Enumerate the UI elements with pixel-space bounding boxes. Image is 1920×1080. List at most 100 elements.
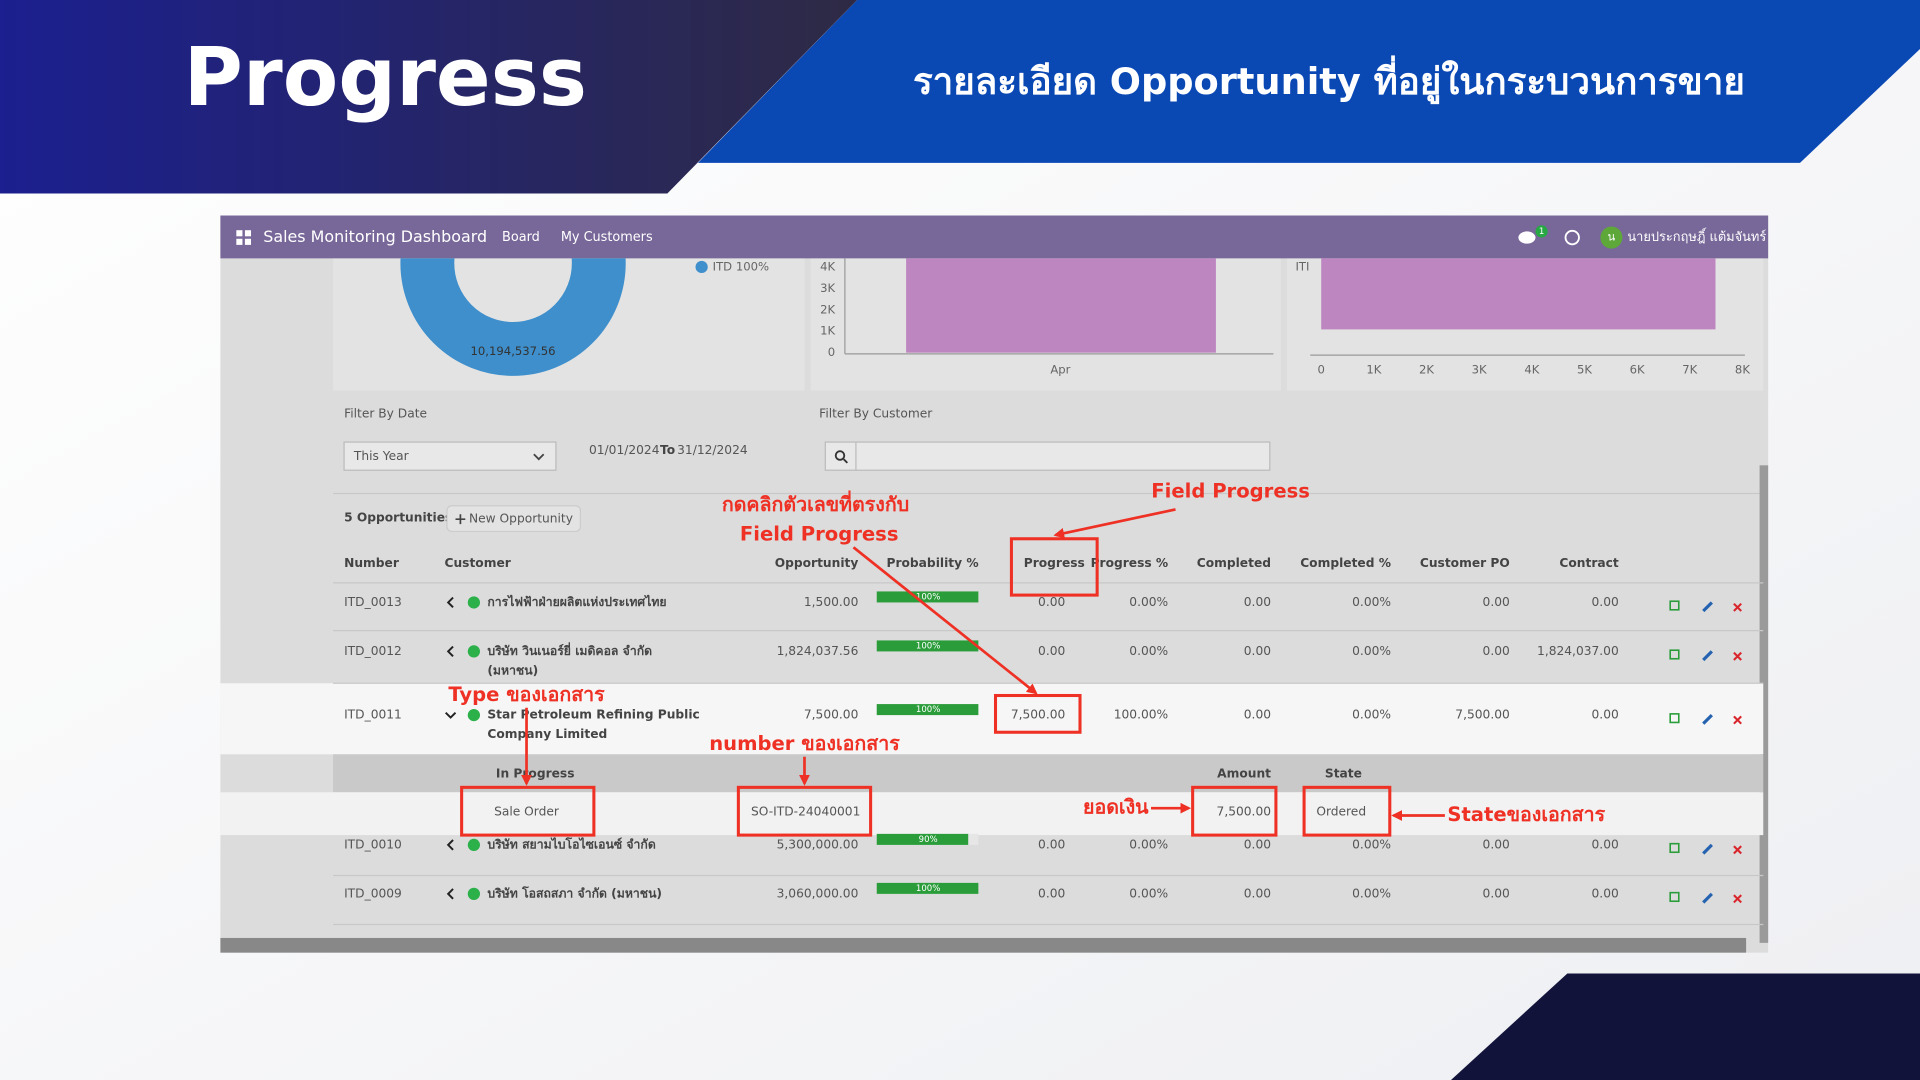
brand[interactable]: Sales Monitoring Dashboard bbox=[263, 227, 487, 246]
row-number: ITD_0009 bbox=[344, 886, 402, 900]
cell: 1,824,037.56 bbox=[777, 644, 859, 658]
status-dot bbox=[467, 596, 480, 609]
cell: 0.00 bbox=[1038, 837, 1065, 851]
cell: 0.00% bbox=[1129, 837, 1168, 851]
avatar-letter: น bbox=[1608, 231, 1616, 244]
copy-icon[interactable] bbox=[1669, 649, 1680, 660]
annotation: Type ของเอกสาร bbox=[448, 683, 605, 706]
navbar bbox=[220, 215, 1769, 259]
corner-shape bbox=[1451, 973, 1920, 1080]
doc-amount: 7,500.00 bbox=[1217, 804, 1271, 818]
edit-icon[interactable] bbox=[1702, 650, 1713, 662]
filter-label: Filter By Customer bbox=[819, 406, 933, 420]
customer-name: บริษัท โอสถสภา จำกัด (มหาชน) bbox=[487, 885, 662, 900]
status-dot bbox=[467, 645, 480, 658]
nav-link[interactable]: My Customers bbox=[561, 230, 653, 245]
date-select[interactable] bbox=[343, 441, 557, 471]
badge-count: 1 bbox=[1539, 227, 1544, 237]
date-to: 31/12/2024 bbox=[677, 443, 748, 457]
annotations: Field Progress กดคลิกตัวเลขที่ตรงกับ Fie… bbox=[448, 480, 1606, 837]
expand-chevron bbox=[446, 839, 454, 851]
cell: 100.00% bbox=[1114, 708, 1168, 722]
column-header: Contract bbox=[1559, 556, 1618, 570]
x-tick-label: Apr bbox=[1050, 362, 1070, 376]
row-number: ITD_0011 bbox=[344, 708, 402, 722]
customer-name: การไฟฟ้าฝ่ายผลิตแห่งประเทศไทย bbox=[487, 594, 666, 609]
cell: 7,500.00 bbox=[1011, 708, 1065, 722]
probability-label: 100% bbox=[916, 592, 940, 602]
cell: 0.00% bbox=[1352, 644, 1391, 658]
v-scrollbar[interactable] bbox=[1759, 465, 1769, 943]
delete-icon[interactable] bbox=[1733, 845, 1742, 855]
slide-subtitle: รายละเอียด Opportunity ที่อยู่ในกระบวนกา… bbox=[913, 55, 1745, 105]
cell: 0.00 bbox=[1244, 708, 1271, 722]
chevron bbox=[533, 453, 545, 461]
expand-chevron bbox=[445, 711, 457, 719]
highlight-box bbox=[736, 785, 873, 837]
column-header: Customer PO bbox=[1420, 556, 1510, 570]
cell: 0.00% bbox=[1129, 644, 1168, 658]
edit-icon[interactable] bbox=[1702, 843, 1713, 855]
x-tick-label: 0 bbox=[1318, 362, 1325, 376]
delete-icon[interactable] bbox=[1733, 715, 1742, 725]
filter-label: Filter By Date bbox=[344, 406, 427, 420]
customer-name: บริษัท สยามไบโอไซเอนซ์ จำกัด bbox=[487, 836, 655, 851]
select-value: This Year bbox=[353, 449, 410, 463]
copy-icon[interactable] bbox=[1669, 891, 1680, 903]
column-header: Opportunity bbox=[775, 556, 859, 570]
column-header: Customer bbox=[444, 556, 510, 570]
cell: 0.00 bbox=[1244, 644, 1271, 658]
search-box[interactable] bbox=[824, 441, 1271, 471]
new-button[interactable] bbox=[446, 505, 582, 533]
highlight-box bbox=[460, 785, 596, 837]
delete-icon[interactable] bbox=[1733, 602, 1742, 612]
copy-icon[interactable] bbox=[1669, 842, 1680, 854]
y-tick-label: 2K bbox=[820, 302, 835, 316]
cell: 5,300,000.00 bbox=[777, 837, 859, 851]
cell: 7,500.00 bbox=[1455, 708, 1509, 722]
legend-dot bbox=[695, 260, 708, 274]
button-label: New Opportunity bbox=[469, 512, 573, 526]
x-tick-label: 1K bbox=[1366, 362, 1381, 376]
cell: 0.00 bbox=[1038, 595, 1065, 609]
nav-link[interactable]: Board bbox=[502, 230, 540, 245]
delete-icon[interactable] bbox=[1733, 894, 1742, 904]
plus-icon bbox=[455, 514, 466, 525]
clock-icon[interactable] bbox=[1564, 229, 1580, 246]
legend-label: ITD 100% bbox=[713, 259, 769, 273]
cell: 0.00 bbox=[1592, 886, 1619, 900]
user-name[interactable]: นายประกฤษฎิ์ แต้มจันทร์ bbox=[1627, 227, 1766, 245]
column-header: Completed % bbox=[1300, 556, 1391, 570]
cell: 0.00 bbox=[1483, 595, 1510, 609]
donut-label: 10,194,537.56 bbox=[471, 344, 556, 358]
edit-icon[interactable] bbox=[1702, 601, 1713, 613]
probability-bar bbox=[876, 640, 979, 652]
y-tick-label: 4K bbox=[820, 259, 835, 273]
avatar[interactable] bbox=[1600, 226, 1623, 249]
probability-label: 100% bbox=[916, 641, 940, 651]
chat-icon[interactable] bbox=[1518, 231, 1536, 244]
delete-icon[interactable] bbox=[1733, 651, 1742, 661]
cell: 0.00 bbox=[1483, 644, 1510, 658]
copy-icon[interactable] bbox=[1669, 600, 1680, 611]
slide-title: Progress bbox=[184, 31, 587, 125]
highlight-box bbox=[1191, 785, 1278, 837]
edit-icon[interactable] bbox=[1702, 892, 1713, 904]
annotation: ยอดเงิน bbox=[1083, 796, 1149, 819]
bar bbox=[1321, 258, 1716, 330]
copy-icon[interactable] bbox=[1669, 713, 1680, 724]
x-tick-label: 2K bbox=[1419, 362, 1434, 376]
cell: 0.00% bbox=[1352, 886, 1391, 900]
y-tick-label: ITI bbox=[1296, 259, 1310, 273]
cell: 0.00% bbox=[1352, 595, 1391, 609]
annotation: Stateของเอกสาร bbox=[1447, 803, 1605, 826]
detail-row bbox=[220, 792, 1764, 836]
probability-label: 100% bbox=[916, 705, 940, 715]
h-scrollbar[interactable] bbox=[220, 937, 1747, 953]
search-icon bbox=[843, 458, 848, 464]
table: Number Customer Opportunity Probability % Pr… bbox=[220, 556, 1764, 926]
cell: 0.00% bbox=[1129, 595, 1168, 609]
arrow bbox=[852, 546, 1038, 695]
edit-icon[interactable] bbox=[1702, 713, 1713, 725]
